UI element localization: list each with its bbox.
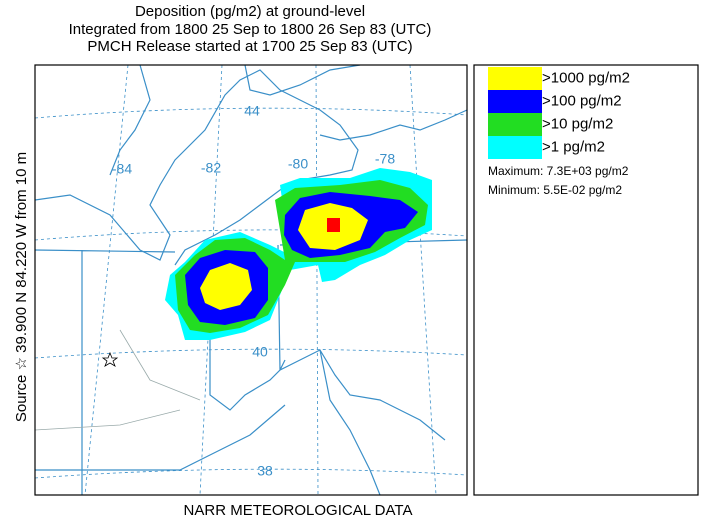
source-star: [101, 351, 119, 367]
max-cell: [327, 218, 340, 232]
legend-label: >100 pg/m2: [542, 92, 622, 109]
lat-label: 40: [252, 344, 268, 360]
legend-label: >1 pg/m2: [542, 138, 605, 155]
footer: NARR METEOROLOGICAL DATA: [184, 502, 413, 519]
lat-label: 38: [257, 463, 273, 479]
legend-swatch: [488, 90, 542, 113]
title-line: Deposition (pg/m2) at ground-level: [135, 3, 365, 20]
source-label: Source ☆ 39.900 N 84.220 W from 10 m: [13, 152, 30, 422]
plume: [165, 168, 432, 340]
legend-label: >10 pg/m2: [542, 115, 613, 132]
title-line: PMCH Release started at 1700 25 Sep 83 (…: [87, 38, 412, 55]
lon-label: -84: [112, 161, 132, 177]
legend-swatch: [488, 113, 542, 136]
legend-swatch: [488, 67, 542, 90]
lat-label: 44: [244, 103, 260, 119]
map-frame: [34, 64, 468, 496]
graticule: [84, 65, 437, 495]
legend-frame: [473, 64, 699, 496]
coastline: [35, 65, 467, 266]
legend-label: >1000 pg/m2: [542, 69, 630, 86]
title-line: Integrated from 1800 25 Sep to 1800 26 S…: [69, 21, 432, 38]
county-border: [35, 329, 201, 431]
map: -84 -82 -80 -78 44 40 38: [34, 64, 468, 496]
lon-label: -78: [375, 151, 395, 167]
legend: >1000 pg/m2 >100 pg/m2 >10 pg/m2 >1 pg/m2 M…: [473, 64, 699, 496]
legend-swatch: [488, 136, 542, 159]
maximum: Maximum: 7.3E+03 pg/m2: [488, 164, 629, 178]
lon-label: -82: [201, 160, 221, 176]
lon-label: -80: [288, 156, 308, 172]
minimum: Minimum: 5.5E-02 pg/m2: [488, 183, 622, 197]
plume-contour: [200, 203, 368, 310]
